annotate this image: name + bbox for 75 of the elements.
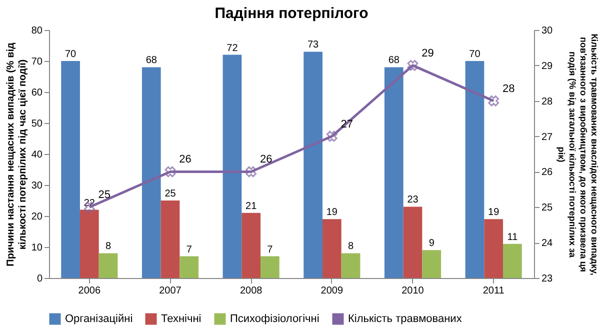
data-label: 26 [179,154,192,166]
y-axis-title: Причини настання нещасних випадків (% від кількості потерпілих під час цієї події) [5,42,28,266]
bar [61,61,80,278]
data-label: 23 [407,194,419,206]
point [326,130,338,142]
y2-tick-label: 29 [542,60,554,72]
data-label: 72 [226,42,238,54]
data-label: 19 [326,207,338,218]
bar [465,61,484,278]
data-label: 7 [186,244,192,256]
data-label: 8 [105,241,112,252]
data-label: 25 [98,189,111,202]
y2-tick-label: 23 [542,274,554,284]
legend-label: Психофізіологічні [230,313,320,325]
data-label: 8 [348,241,354,252]
x-tick-label: 2006 [78,286,101,296]
point [164,166,176,178]
data-label: 70 [469,49,481,60]
data-label: 73 [307,40,320,51]
y2-tick-label: 28 [542,96,554,108]
x-tick-label: 2010 [402,286,424,296]
bar [341,253,360,278]
x-tick-label: 2009 [320,286,344,296]
y2-tick-label: 24 [542,238,554,250]
y2-tick-label: 27 [542,132,554,143]
bar [503,244,522,278]
data-label: 9 [428,238,435,250]
data-label: 28 [502,82,515,95]
y-tick-label: 10 [31,242,43,254]
bar [304,52,322,278]
data-label: 11 [507,232,518,243]
data-label: 25 [164,188,176,200]
y2-axis-title: Кількість травмованих внаслідок нещасного випадку, пов'язанного з виробництвом, до якого призвела ця подія (% від загальної кількості потерпілих за рік) [556,34,600,276]
bar [484,219,504,278]
y-tick-label: 0 [36,274,43,284]
y-tick-label: 20 [31,212,43,222]
y-tick-label: 60 [31,88,43,98]
bar [222,54,242,278]
x-tick-label: 2007 [159,286,182,296]
bar [180,256,199,278]
y-tick-label: 70 [31,56,43,68]
bar [80,210,99,278]
bar [260,256,280,278]
data-label: 19 [488,207,500,218]
legend-label: Організаційні [65,313,133,325]
point [407,60,418,71]
y2-tick-label: 25 [542,202,554,214]
data-label: 26 [260,154,272,166]
data-label: 70 [64,49,77,60]
chart-title: Падіння потерпілого [214,5,368,22]
y2-tick-label: 26 [542,167,554,178]
x-tick-label: 2008 [240,286,263,296]
point [488,95,500,106]
data-label: 21 [246,200,258,212]
bar [142,67,161,278]
data-label: 68 [388,55,400,66]
legend-label: Технічні [161,313,202,325]
y-tick-label: 40 [31,150,43,160]
data-label: 68 [146,55,158,66]
data-label: 29 [422,47,434,60]
bar [422,250,442,278]
bar [403,206,422,278]
x-tick-label: 2011 [482,286,505,296]
y2-tick-label: 30 [542,26,554,36]
bar [98,253,118,278]
bar [384,67,404,278]
bar [322,219,342,278]
data-label: 7 [267,244,274,256]
point [246,166,257,178]
y-tick-label: 80 [31,26,43,36]
y-tick-label: 50 [31,118,43,130]
bar [160,200,180,278]
bar [242,212,261,278]
legend-label: Кількість травмованих [348,313,462,325]
y-tick-label: 30 [31,180,43,192]
